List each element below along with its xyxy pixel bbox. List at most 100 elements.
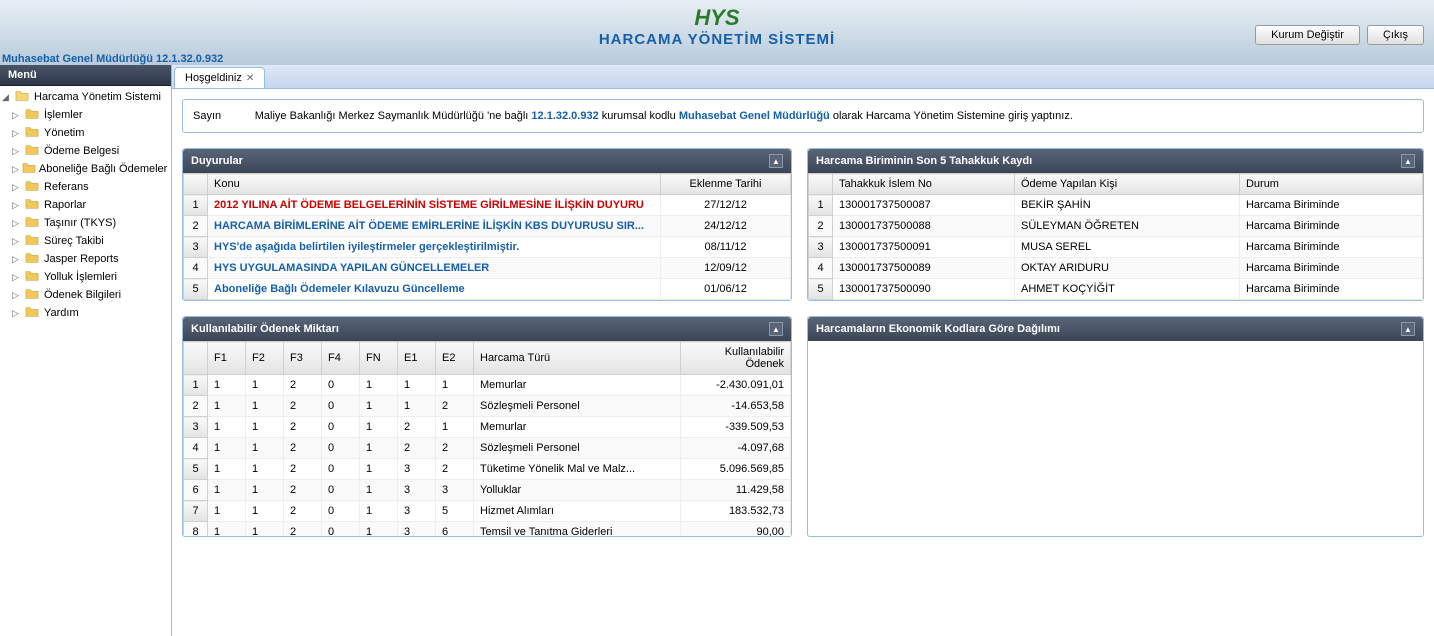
tree-item[interactable]: ▷Referans [0,178,171,196]
tab-welcome[interactable]: Hoşgeldiniz ✕ [174,67,265,88]
budget-amount: -339.509,53 [681,417,791,438]
budget-cell: 0 [322,417,360,438]
budget-title: Kullanılabilir Ödenek Miktarı [191,323,339,335]
exit-button[interactable]: Çıkış [1367,25,1424,45]
expand-icon[interactable]: ▷ [12,254,22,265]
announcement-subject[interactable]: Aboneliğe Bağlı Ödemeler Kılavuzu Güncel… [208,279,661,300]
budget-cell: 2 [284,501,322,522]
expand-icon[interactable]: ▷ [12,236,22,247]
budget-desc: Tüketime Yönelik Mal ve Malz... [474,459,681,480]
announcements-panel: Duyurular ▲ KonuEklenme Tarihi12012 YILI… [182,148,792,301]
expand-icon[interactable]: ▷ [12,200,22,211]
cell-status: Harcama Biriminde [1239,237,1422,258]
expand-icon[interactable]: ▷ [12,164,19,175]
collapse-icon[interactable]: ▲ [1401,322,1415,336]
row-number: 4 [809,258,833,279]
close-icon[interactable]: ✕ [246,73,254,84]
tree-item[interactable]: ▷ İşlemler [0,106,171,124]
tree-root[interactable]: ◢Harcama Yönetim Sistemi [0,88,171,106]
budget-cell: 2 [284,522,322,537]
cell-no: 130001737500091 [833,237,1015,258]
budget-cell: 1 [360,417,398,438]
budget-cell: 1 [208,480,246,501]
row-number: 2 [184,396,208,417]
col-subject: Konu [208,174,661,195]
tree-item[interactable]: ▷Jasper Reports [0,250,171,268]
folder-icon [25,216,41,230]
expand-icon[interactable]: ▷ [12,146,22,157]
budget-amount: 5.096.569,85 [681,459,791,480]
cell-no: 130001737500090 [833,279,1015,300]
announcement-subject[interactable]: HYS UYGULAMASINDA YAPILAN GÜNCELLEMELER [208,258,661,279]
expand-icon[interactable]: ▷ [12,290,22,301]
collapse-icon[interactable]: ▲ [769,154,783,168]
cell-no: 130001737500087 [833,195,1015,216]
expand-icon[interactable]: ▷ [12,110,22,121]
tree-item-label: Ödeme Belgesi [44,145,119,157]
collapse-icon[interactable]: ▲ [1401,154,1415,168]
row-number: 6 [184,480,208,501]
collapse-icon[interactable]: ▲ [769,322,783,336]
distribution-body [808,341,1423,536]
tree-item-label: Yönetim [44,127,84,139]
budget-col: F4 [322,342,360,375]
budget-cell: 0 [322,375,360,396]
table-row: 5130001737500090AHMET KOÇYİĞİTHarcama Bi… [809,279,1423,300]
tree-item[interactable]: ▷Yolluk İşlemleri [0,268,171,286]
sidebar: Menü ◢Harcama Yönetim Sistemi▷İşlemler▷Y… [0,65,172,636]
budget-cell: 1 [436,375,474,396]
row-number: 2 [809,216,833,237]
tree-item[interactable]: ▷ Raporlar [0,196,171,214]
distribution-title: Harcamaların Ekonomik Kodlara Göre Dağıl… [816,323,1060,335]
row-number: 3 [184,417,208,438]
tree-item[interactable]: ▷Aboneliğe Bağlı Ödemeler [0,160,171,178]
row-number: 2 [184,216,208,237]
budget-col: F1 [208,342,246,375]
budget-cell: 3 [398,501,436,522]
budget-header: Kullanılabilir Ödenek Miktarı ▲ [183,317,791,341]
tree-item-label: İşlemler [44,109,83,121]
expand-icon[interactable]: ▷ [12,272,22,283]
row-number: 7 [184,501,208,522]
table-row: 3130001737500091MUSA SERELHarcama Birimi… [809,237,1423,258]
budget-desc: Sözleşmeli Personel [474,438,681,459]
table-row: 41120122Sözleşmeli Personel-4.097,68 [184,438,791,459]
change-org-button[interactable]: Kurum Değiştir [1255,25,1360,45]
expand-icon[interactable]: ▷ [12,308,22,319]
expand-icon[interactable]: ◢ [2,92,12,103]
welcome-message: Sayın Maliye Bakanlığı Merkez Saymanlık … [182,99,1424,133]
announcement-subject[interactable]: HARCAMA BİRİMLERİNE AİT ÖDEME EMİRLERİNE… [208,216,661,237]
budget-desc: Memurlar [474,375,681,396]
tab-strip: Hoşgeldiniz ✕ [172,65,1434,89]
budget-cell: 2 [436,459,474,480]
expand-icon[interactable]: ▷ [12,182,22,193]
tree-item-label: Raporlar [44,199,86,211]
last5-panel: Harcama Biriminin Son 5 Tahakkuk Kaydı ▲… [807,148,1424,301]
tree-item-label: Ödenek Bilgileri [44,289,121,301]
logo-area: HYS HARCAMA YÖNETİM SİSTEMİ [599,5,835,48]
cell-status: Harcama Biriminde [1239,258,1422,279]
tree-item[interactable]: ▷Taşınır (TKYS) [0,214,171,232]
announcement-subject[interactable]: 2012 YILINA AİT ÖDEME BELGELERİNİN SİSTE… [208,195,661,216]
tab-label: Hoşgeldiniz [185,72,242,84]
budget-amount: 90,00 [681,522,791,537]
tree-item[interactable]: ▷ Ödeme Belgesi [0,142,171,160]
table-row: 1130001737500087BEKİR ŞAHİNHarcama Birim… [809,195,1423,216]
expand-icon[interactable]: ▷ [12,128,22,139]
distribution-header: Harcamaların Ekonomik Kodlara Göre Dağıl… [808,317,1423,341]
folder-icon [25,288,41,302]
budget-col: F3 [284,342,322,375]
col-status: Durum [1239,174,1422,195]
budget-panel: Kullanılabilir Ödenek Miktarı ▲ F1F2F3F4… [182,316,792,537]
tree-item[interactable]: ▷ Ödenek Bilgileri [0,286,171,304]
budget-col: FN [360,342,398,375]
budget-cell: 1 [246,417,284,438]
announcement-subject[interactable]: HYS'de aşağıda belirtilen iyileştirmeler… [208,237,661,258]
tree-item[interactable]: ▷Yardım [0,304,171,322]
main-area: Hoşgeldiniz ✕ Sayın Maliye Bakanlığı Mer… [172,65,1434,636]
tree-item[interactable]: ▷Süreç Takibi [0,232,171,250]
folder-icon [22,162,36,176]
expand-icon[interactable]: ▷ [12,218,22,229]
announcements-title: Duyurular [191,155,243,167]
tree-item[interactable]: ▷ Yönetim [0,124,171,142]
